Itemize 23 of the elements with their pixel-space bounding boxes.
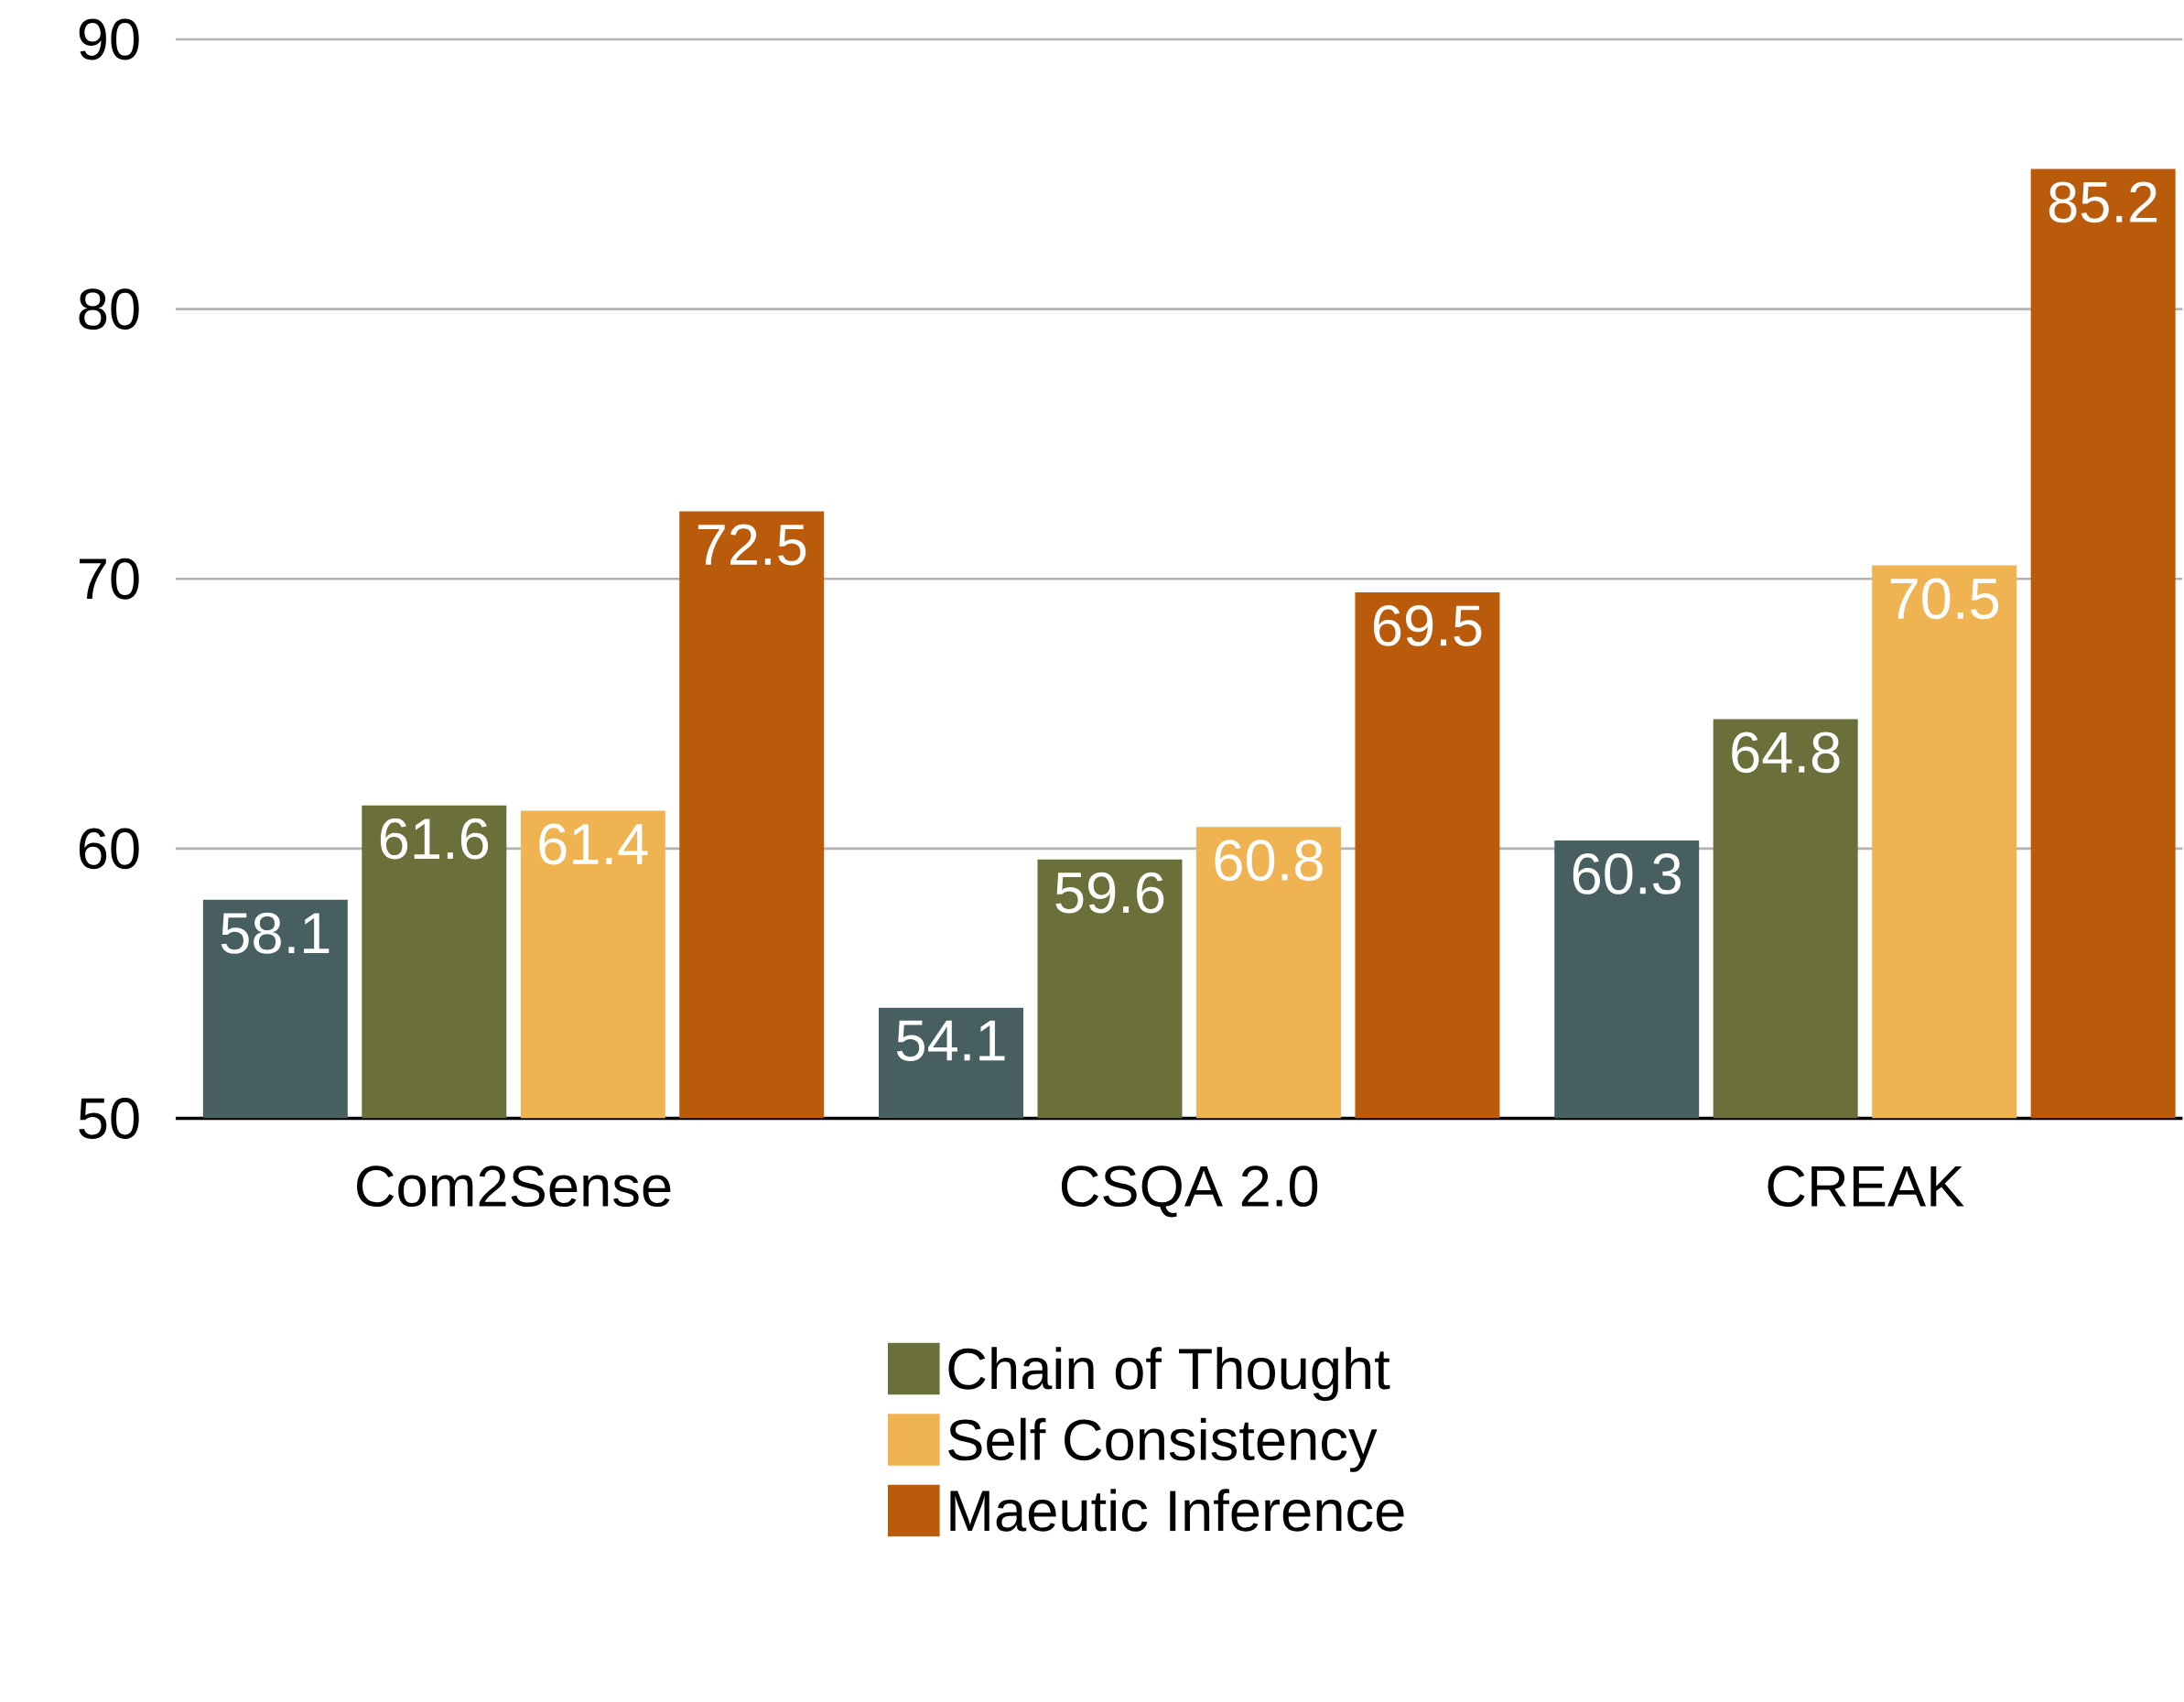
x-tick-label: Com2Sense [357,1165,671,1207]
x-tick-label: CREAK [1768,1165,1964,1207]
y-tick-label: 80 [79,288,139,330]
data-label: 54.1 [896,1020,1005,1061]
y-tick-label: 90 [79,18,139,60]
data-label: 61.4 [539,823,648,865]
legend-label: Self Consistency [948,1417,1378,1472]
data-label: 69.5 [1374,604,1482,646]
y-tick-label: 60 [79,828,139,870]
data-label: 64.8 [1732,732,1840,774]
legend-label: Chain of Thought [948,1347,1390,1402]
y-tick-label: 50 [79,1097,139,1139]
x-tick-label: CSQA 2.0 [1061,1165,1318,1218]
data-label: 60.8 [1215,840,1323,882]
data-label: 58.1 [221,912,330,954]
data-label: 70.5 [1890,578,1999,620]
data-label: 61.6 [380,818,489,860]
data-label: 72.5 [697,524,806,566]
data-label: 85.2 [2049,181,2157,223]
data-label: 59.6 [1055,872,1164,914]
y-tick-label: 70 [79,558,139,600]
data-label: 60.3 [1573,852,1681,894]
legend-label: Maeutic Inference [950,1489,1404,1532]
